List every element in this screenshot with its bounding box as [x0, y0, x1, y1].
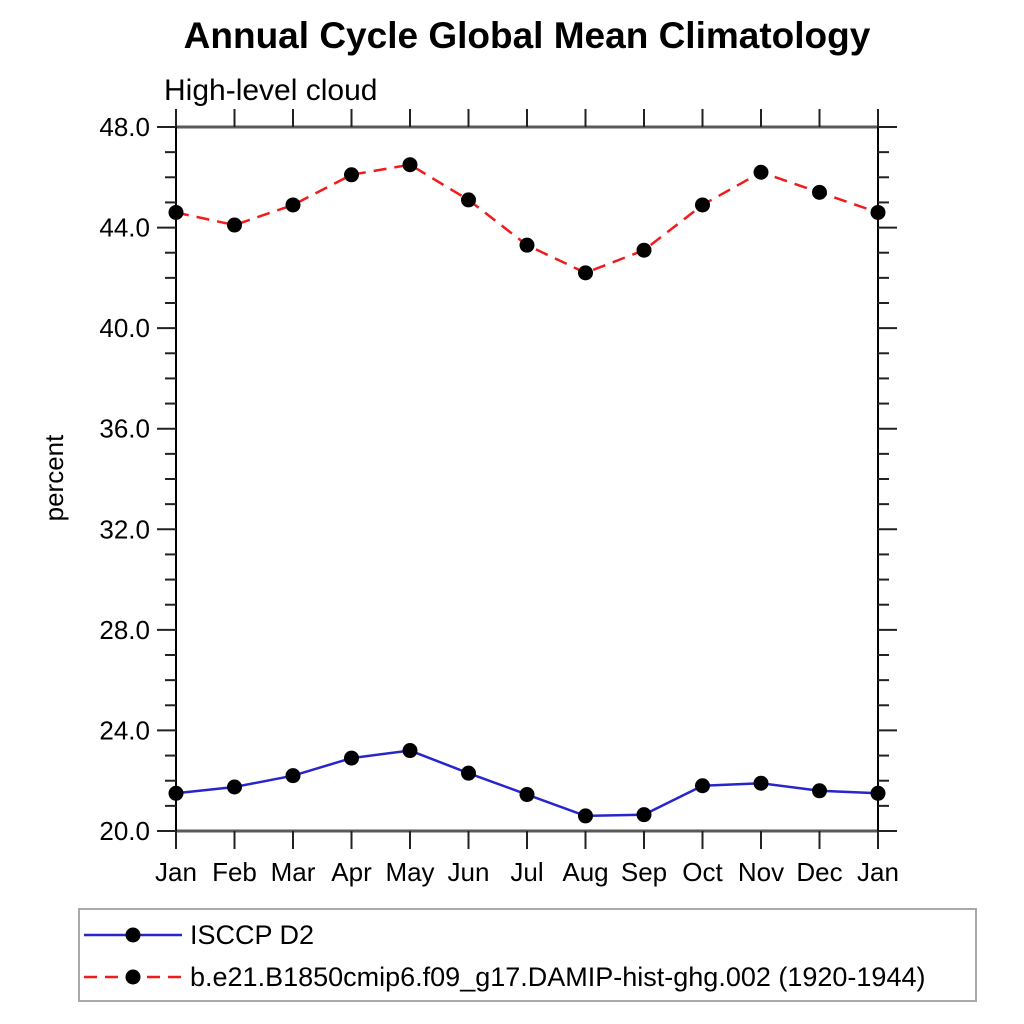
- data-point-marker: [168, 204, 184, 220]
- legend-marker-sample: [125, 969, 141, 985]
- y-tick-label: 48.0: [99, 112, 150, 142]
- x-axis-ticks: Jan Feb Mar Apr May Jun Jul Aug Sep Oct Nov Dec Jan: [155, 109, 899, 887]
- data-point-marker: [636, 242, 652, 258]
- data-point-marker: [578, 265, 593, 281]
- plot-axes: [175, 125, 879, 833]
- x-tick-label: Jul: [510, 857, 543, 887]
- data-point-marker: [461, 192, 476, 208]
- y-tick-label: 32.0: [99, 514, 150, 544]
- legend-samples: [84, 927, 182, 985]
- data-point-marker: [519, 787, 535, 803]
- legend-box: [78, 908, 977, 1002]
- chart-title: Annual Cycle Global Mean Climatology: [184, 15, 871, 56]
- y-axis-title: percent: [39, 434, 69, 521]
- x-tick-label: Sep: [621, 857, 667, 887]
- data-point-marker: [870, 785, 886, 801]
- x-tick-label: Aug: [562, 857, 608, 887]
- x-tick-label: Dec: [796, 857, 842, 887]
- data-point-marker: [578, 808, 593, 824]
- data-point-marker: [812, 783, 827, 799]
- x-tick-label: Mar: [271, 857, 316, 887]
- data-point-marker: [753, 164, 769, 180]
- data-point-marker: [402, 157, 418, 173]
- chart-subtitle: High-level cloud: [164, 74, 377, 107]
- legend-marker-sample: [125, 927, 141, 943]
- x-tick-label: Oct: [682, 857, 723, 887]
- data-point-marker: [461, 765, 476, 781]
- data-point-marker: [285, 197, 301, 213]
- y-tick-label: 20.0: [99, 816, 150, 846]
- data-point-marker: [695, 197, 710, 213]
- data-point-marker: [636, 807, 652, 823]
- data-point-marker: [402, 743, 418, 759]
- legend-label-isccp: ISCCP D2: [190, 920, 314, 950]
- y-tick-label: 28.0: [99, 615, 150, 645]
- x-tick-label: Jan: [155, 857, 197, 887]
- data-point-marker: [753, 775, 769, 791]
- x-tick-label: Jun: [448, 857, 490, 887]
- data-point-marker: [519, 237, 535, 253]
- x-tick-label: Feb: [212, 857, 257, 887]
- x-tick-label: Apr: [331, 857, 372, 887]
- x-tick-label: Nov: [738, 857, 784, 887]
- x-tick-label: Jan: [857, 857, 899, 887]
- legend-label-model: b.e21.B1850cmip6.f09_g17.DAMIP-hist-ghg.…: [190, 962, 925, 992]
- x-tick-label: May: [385, 857, 434, 887]
- y-tick-label: 24.0: [99, 715, 150, 745]
- series-isccp-d2: [168, 743, 886, 824]
- y-axis-ticks: 20.0 24.0 28.0 32.0 36.0 40.0 44.0 48.0: [99, 112, 897, 846]
- y-tick-label: 36.0: [99, 414, 150, 444]
- series-model: [168, 157, 886, 281]
- data-point-marker: [695, 778, 710, 794]
- data-point-marker: [870, 204, 886, 220]
- data-point-marker: [812, 184, 827, 200]
- series-line: [175, 749, 879, 818]
- plot-area: 20.0 24.0 28.0 32.0 36.0 40.0 44.0 48.0 Jan Feb Ma…: [99, 109, 899, 887]
- data-point-marker: [227, 779, 242, 795]
- legend: ISCCP D2 b.e21.B1850cmip6.f09_g17.DAMIP-…: [78, 908, 977, 1002]
- data-point-marker: [344, 167, 359, 183]
- y-tick-label: 44.0: [99, 213, 150, 243]
- y-tick-label: 40.0: [99, 313, 150, 343]
- data-point-marker: [285, 768, 301, 784]
- series-line: [175, 163, 879, 275]
- data-point-marker: [168, 785, 184, 801]
- data-point-marker: [227, 217, 242, 233]
- data-point-marker: [344, 750, 359, 766]
